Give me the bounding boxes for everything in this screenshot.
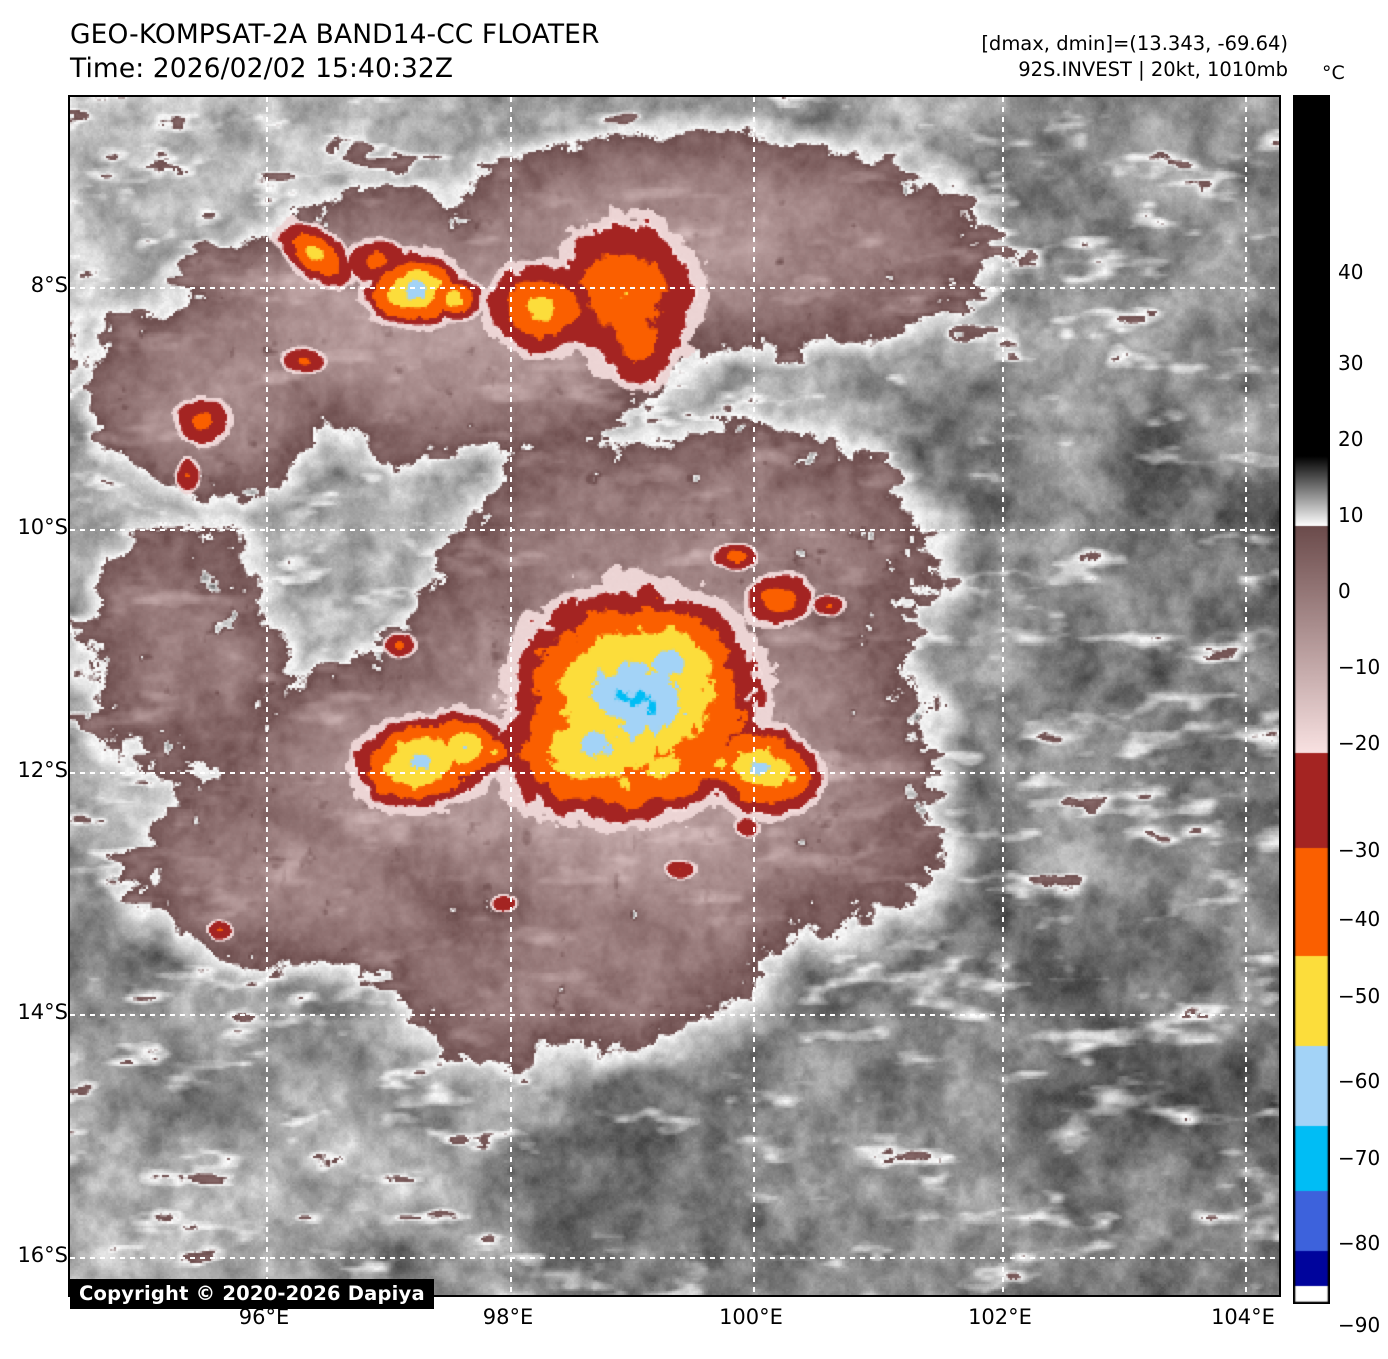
header-title-block: GEO-KOMPSAT-2A BAND14-CC FLOATER Time: 2… [70,18,600,87]
colorbar-tick-label: −70 [1338,1146,1381,1170]
lon-tick-label: 100°E [719,1305,783,1329]
page-title: GEO-KOMPSAT-2A BAND14-CC FLOATER [70,19,600,50]
colorbar-units-label: °C [1322,62,1345,84]
lon-tick-label: 104°E [1211,1305,1275,1329]
lat-tick-label: 12°S [17,758,68,782]
timestamp-label: Time: 2026/02/02 15:40:32Z [70,53,454,85]
colorbar-tick-label: 20 [1338,427,1364,451]
colorbar-tick-label: 30 [1338,351,1364,375]
copyright-badge: Copyright © 2020-2026 Dapiya [70,1279,434,1309]
lat-tick-label: 16°S [17,1243,68,1267]
colorbar-tick-label: −30 [1338,838,1381,862]
satellite-map[interactable] [68,95,1281,1297]
colorbar-tick-label: −40 [1338,907,1381,931]
dmax-dmin-label: [dmax, dmin]=(13.343, -69.64) [981,32,1288,55]
colorbar-tick-label: 10 [1338,503,1364,527]
colorbar-tick-label: −90 [1338,1313,1381,1337]
colorbar-gradient [1293,95,1330,1304]
lat-tick-label: 10°S [17,515,68,539]
storm-info-label: 92S.INVEST | 20kt, 1010mb [1018,57,1288,81]
colorbar-tick-label: −80 [1338,1231,1381,1255]
colorbar-tick-label: −20 [1338,731,1381,755]
colorbar-tick-label: −60 [1338,1069,1381,1093]
colorbar-tick-label: 0 [1338,579,1351,603]
colorbar-tick-label: −10 [1338,655,1381,679]
temperature-colorbar[interactable] [1293,95,1330,1304]
lon-tick-label: 96°E [238,1305,290,1329]
lon-tick-label: 102°E [968,1305,1032,1329]
lat-tick-label: 8°S [30,273,68,297]
lon-tick-label: 98°E [482,1305,534,1329]
header-meta-block: [dmax, dmin]=(13.343, -69.64) 92S.INVEST… [981,31,1288,82]
satellite-imagery-canvas [70,97,1279,1295]
colorbar-tick-label: −50 [1338,984,1381,1008]
colorbar-tick-label: 40 [1338,260,1364,284]
lat-tick-label: 14°S [17,1000,68,1024]
